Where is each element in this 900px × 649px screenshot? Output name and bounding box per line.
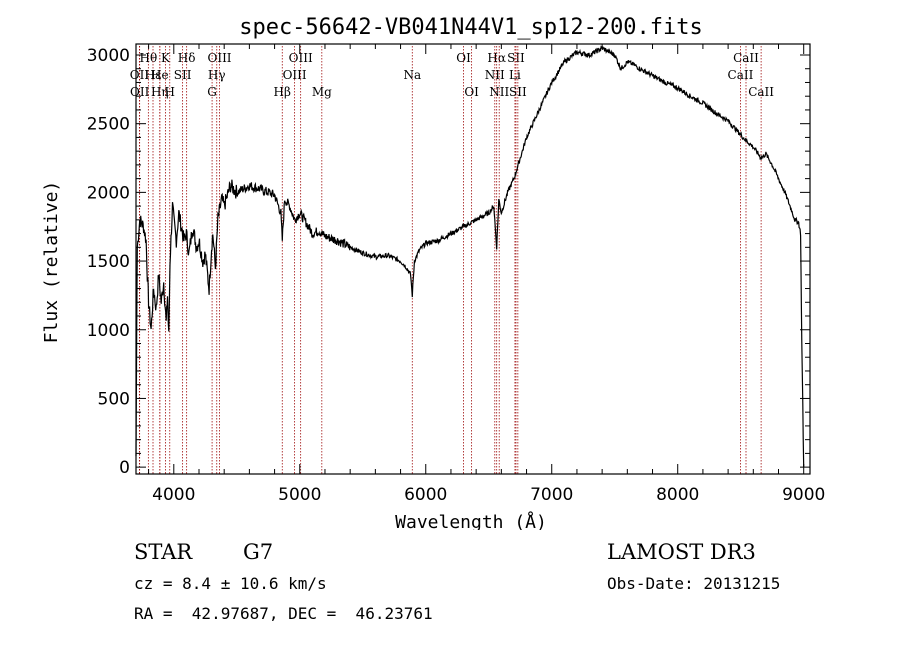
tick-label: 2000 bbox=[87, 183, 130, 203]
line-label: OIII bbox=[207, 51, 231, 65]
x-axis-label: Wavelength (Å) bbox=[395, 511, 547, 530]
line-label: Hα bbox=[487, 51, 506, 65]
tick-label: 5000 bbox=[278, 485, 321, 505]
line-label: CaII bbox=[728, 68, 754, 82]
chart-title: spec-56642-VB041N44V1_sp12-200.fits bbox=[239, 15, 703, 40]
tick-label: 500 bbox=[98, 389, 130, 409]
line-label: Na bbox=[403, 68, 421, 82]
object-class: STAR bbox=[134, 540, 193, 564]
line-label: Hγ bbox=[208, 68, 226, 82]
line-label: CaII bbox=[748, 85, 774, 99]
line-label: NII bbox=[485, 68, 505, 82]
tick-label: 2500 bbox=[87, 115, 130, 135]
y-axis-label: Flux (relative) bbox=[41, 181, 62, 344]
line-label: K bbox=[161, 51, 171, 65]
line-label: CaII bbox=[733, 51, 759, 65]
line-label: Hδ bbox=[178, 51, 196, 65]
line-label: H bbox=[165, 85, 175, 99]
line-label: He bbox=[151, 68, 169, 82]
survey-name: LAMOST DR3 bbox=[607, 540, 756, 564]
redshift-velocity: cz = 8.4 ± 10.6 km/s bbox=[134, 574, 327, 593]
object-subclass: G7 bbox=[243, 540, 274, 564]
tick-label: 4000 bbox=[152, 485, 195, 505]
tick-label: 7000 bbox=[530, 485, 573, 505]
line-label: NII bbox=[489, 85, 509, 99]
sky-coordinates: RA = 42.97687, DEC = 46.23761 bbox=[134, 604, 433, 623]
line-label: OI bbox=[456, 51, 471, 65]
line-label: Hε bbox=[145, 68, 162, 82]
plot-frame bbox=[135, 43, 811, 475]
line-label: Hθ bbox=[139, 51, 157, 65]
line-label: Li bbox=[509, 68, 521, 82]
line-label: OII bbox=[130, 85, 150, 99]
line-label: SII bbox=[174, 68, 192, 82]
spectrum-line bbox=[135, 45, 805, 468]
axis-ticks: 4000 5000 6000 7000 8000 9000 0 500 1000 1500 2000… bbox=[87, 44, 825, 505]
tick-label: 3000 bbox=[87, 46, 130, 66]
line-label: Hβ bbox=[274, 85, 291, 99]
observation-date: Obs-Date: 20131215 bbox=[607, 574, 781, 593]
tick-label: 6000 bbox=[404, 485, 447, 505]
line-label: SII bbox=[507, 51, 525, 65]
tick-label: 1000 bbox=[87, 321, 130, 341]
tick-label: 0 bbox=[119, 458, 130, 478]
line-label: OI bbox=[464, 85, 479, 99]
tick-label: 9000 bbox=[782, 485, 825, 505]
spectrum-chart: spec-56642-VB041N44V1_sp12-200.fits Hθ OI… bbox=[41, 15, 825, 533]
line-label: OII bbox=[130, 68, 150, 82]
line-label: SII bbox=[509, 85, 527, 99]
tick-label: 1500 bbox=[87, 252, 130, 272]
line-label: Mg bbox=[312, 85, 332, 99]
line-label: OIII bbox=[289, 51, 313, 65]
line-label: OIII bbox=[283, 68, 307, 82]
tick-label: 8000 bbox=[656, 485, 699, 505]
line-label: G bbox=[207, 85, 217, 99]
